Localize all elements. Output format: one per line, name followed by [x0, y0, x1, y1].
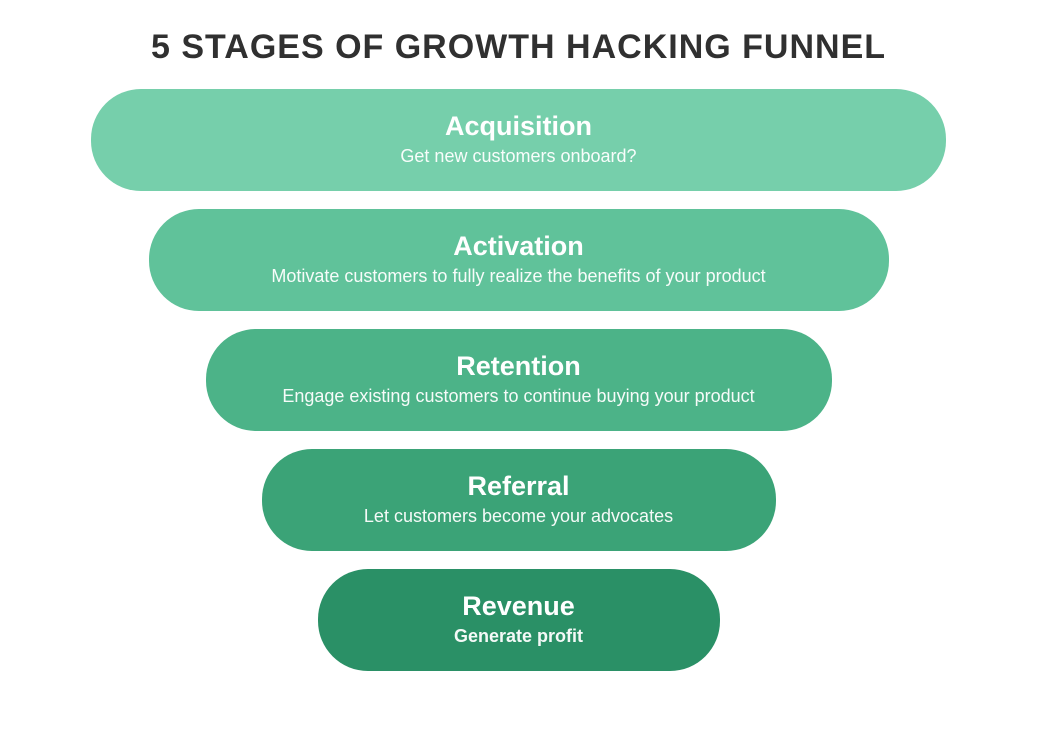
funnel-container: Acquisition Get new customers onboard? A…	[91, 89, 946, 671]
stage-title: Acquisition	[445, 111, 592, 142]
stage-desc: Engage existing customers to continue bu…	[282, 386, 754, 407]
stage-desc: Motivate customers to fully realize the …	[271, 266, 765, 287]
funnel-stage-acquisition: Acquisition Get new customers onboard?	[91, 89, 946, 191]
stage-desc: Generate profit	[454, 626, 583, 647]
funnel-stage-retention: Retention Engage existing customers to c…	[206, 329, 832, 431]
funnel-stage-revenue: Revenue Generate profit	[318, 569, 720, 671]
stage-title: Activation	[453, 231, 584, 262]
stage-desc: Let customers become your advocates	[364, 506, 673, 527]
stage-title: Referral	[467, 471, 569, 502]
funnel-stage-activation: Activation Motivate customers to fully r…	[149, 209, 889, 311]
stage-title: Retention	[456, 351, 581, 382]
stage-desc: Get new customers onboard?	[400, 146, 636, 167]
funnel-stage-referral: Referral Let customers become your advoc…	[262, 449, 776, 551]
page-title: 5 STAGES OF GROWTH HACKING FUNNEL	[151, 28, 886, 67]
stage-title: Revenue	[462, 591, 575, 622]
